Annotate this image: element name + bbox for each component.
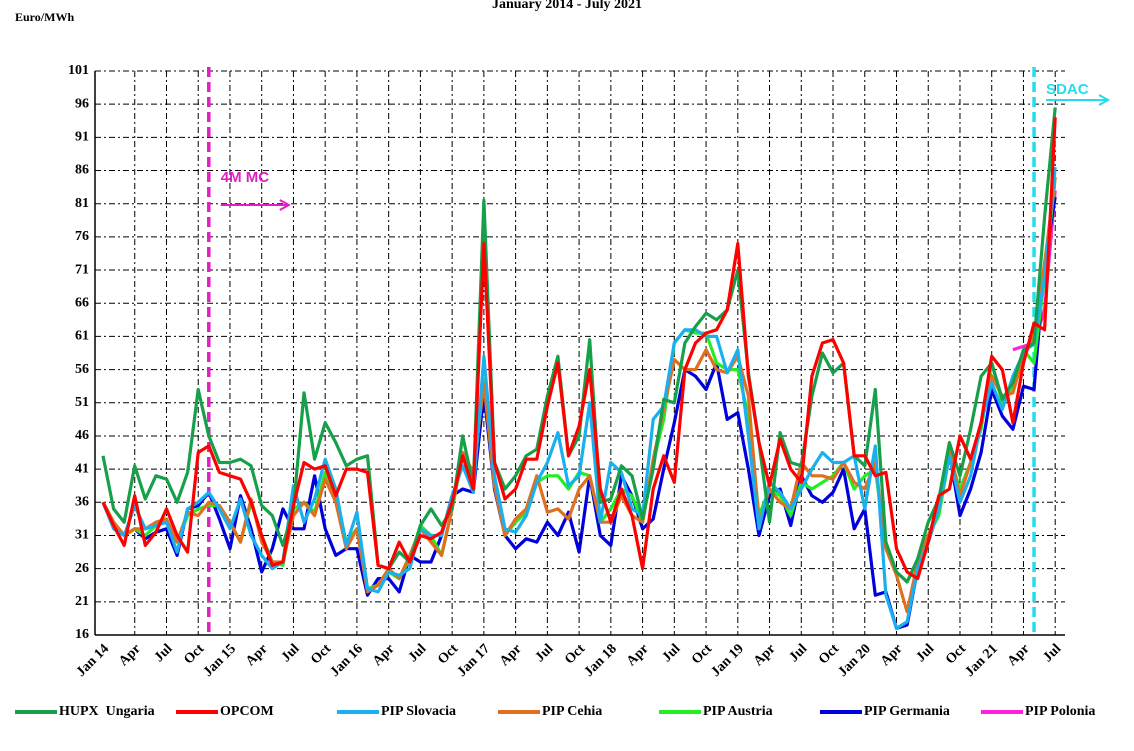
x-tick-label: Jan 15 <box>201 641 239 679</box>
legend-label: OPCOM <box>220 704 274 719</box>
x-tick-label: Jul <box>406 641 430 665</box>
x-tick-label: Apr <box>243 641 271 669</box>
y-tick-label: 36 <box>75 495 89 510</box>
series-line <box>101 177 1057 614</box>
x-tick-label: Jan 21 <box>962 641 1000 679</box>
x-tick-label: Jul <box>787 641 811 665</box>
legend-label: PIP Austria <box>703 704 773 719</box>
annotation-text: 4M MC <box>221 169 269 186</box>
x-tick-label: Oct <box>943 641 969 667</box>
x-tick-label: Apr <box>878 641 906 669</box>
y-tick-label: 21 <box>75 594 89 609</box>
x-tick-label: Oct <box>562 641 588 667</box>
y-tick-label: 31 <box>75 528 89 543</box>
x-tick-label: Oct <box>435 641 461 667</box>
y-tick-label: 26 <box>75 561 89 576</box>
y-tick-label: 91 <box>75 130 89 145</box>
chart-title: January 2014 - July 2021 <box>492 0 642 12</box>
x-tick-label: Apr <box>497 641 525 669</box>
annotation-text: SDAC <box>1046 81 1089 98</box>
x-tick-label: Oct <box>308 641 334 667</box>
x-tick-label: Jul <box>533 641 557 665</box>
annotation-arrowhead <box>1098 94 1111 106</box>
y-tick-label: 76 <box>75 229 89 244</box>
x-tick-label: Oct <box>689 641 715 667</box>
x-tick-label: Jul <box>914 641 938 665</box>
y-tick-label: 56 <box>75 362 89 377</box>
legend-label: PIP Polonia <box>1025 704 1095 719</box>
y-tick-label: 81 <box>75 196 89 211</box>
y-axis-label: Euro/MWh <box>15 10 74 24</box>
legend-label: PIP Cehia <box>542 704 602 719</box>
x-tick-label: Oct <box>181 641 207 667</box>
y-tick-label: 66 <box>75 295 89 310</box>
legend-label: HUPX Ungaria <box>59 704 155 719</box>
y-tick-label: 51 <box>75 395 89 410</box>
y-tick-label: 16 <box>75 627 89 642</box>
x-tick-label: Jul <box>660 641 684 665</box>
legend-label: PIP Slovacia <box>381 704 456 719</box>
series-line <box>101 117 1057 581</box>
x-tick-label: Jul <box>1040 641 1064 665</box>
x-tick-label: Apr <box>370 641 398 669</box>
x-tick-label: Apr <box>751 641 779 669</box>
x-tick-label: Jan 18 <box>582 641 620 679</box>
y-tick-label: 71 <box>75 262 89 277</box>
y-tick-label: 101 <box>68 63 89 78</box>
x-tick-label: Jan 20 <box>835 641 873 679</box>
x-tick-label: Jul <box>279 641 303 665</box>
y-tick-label: 96 <box>75 96 89 111</box>
x-tick-label: Jan 19 <box>709 641 747 679</box>
y-tick-label: 41 <box>75 461 89 476</box>
y-tick-label: 86 <box>75 163 89 178</box>
y-tick-label: 61 <box>75 329 89 344</box>
y-tick-label: 46 <box>75 428 89 443</box>
series-line <box>101 167 1057 630</box>
x-tick-label: Apr <box>624 641 652 669</box>
legend-label: PIP Germania <box>864 704 950 719</box>
x-tick-label: Oct <box>816 641 842 667</box>
x-tick-label: Jan 16 <box>328 641 366 679</box>
x-tick-label: Jan 17 <box>455 641 493 679</box>
annotation-arrowhead <box>279 199 291 211</box>
x-tick-label: Jan 14 <box>74 641 112 679</box>
x-tick-label: Apr <box>1005 641 1033 669</box>
x-tick-label: Apr <box>116 641 144 669</box>
series-line <box>101 107 1057 584</box>
x-tick-label: Jul <box>152 641 176 665</box>
